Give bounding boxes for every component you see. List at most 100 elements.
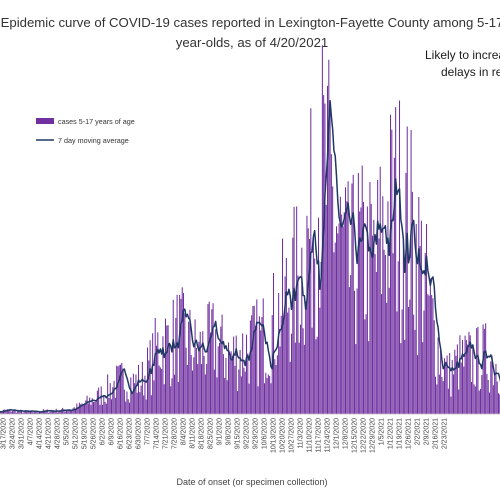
case-bar — [418, 196, 420, 414]
case-bar — [318, 217, 320, 414]
case-bar — [50, 410, 52, 414]
case-bar — [185, 347, 187, 414]
case-bar — [159, 367, 161, 414]
case-bar — [252, 306, 254, 414]
case-bar — [238, 369, 240, 414]
case-bar — [117, 366, 119, 414]
case-bar — [440, 349, 442, 414]
case-bar — [86, 395, 88, 414]
case-bar — [382, 196, 384, 414]
case-bar — [391, 129, 393, 414]
case-bar — [190, 355, 192, 414]
case-bar — [450, 396, 452, 414]
x-tick-label: 11/3/2020 — [298, 418, 305, 449]
case-bar — [351, 183, 353, 414]
case-bar — [49, 411, 51, 414]
x-tick-label: 1/12/2021 — [388, 418, 395, 449]
case-bar — [441, 376, 443, 414]
case-bar — [384, 255, 386, 414]
case-bar — [468, 331, 470, 414]
case-bar — [249, 320, 251, 414]
x-tick-label: 10/6/2020 — [262, 418, 269, 449]
case-bar — [319, 307, 321, 414]
case-bar — [233, 336, 235, 414]
case-bar — [64, 411, 66, 414]
case-bar — [301, 247, 303, 414]
case-bar — [21, 410, 23, 414]
case-bar — [464, 335, 466, 414]
case-bar — [390, 114, 392, 414]
case-bar — [476, 328, 478, 414]
case-bar — [343, 212, 345, 414]
case-bar — [356, 288, 358, 414]
case-bar — [347, 181, 349, 414]
case-bar — [275, 364, 277, 414]
case-bar — [35, 410, 37, 414]
case-bar — [216, 377, 218, 414]
case-bar — [419, 246, 421, 414]
case-bar — [414, 329, 416, 414]
x-tick-label: 4/28/2020 — [55, 418, 62, 449]
case-bar — [157, 332, 159, 414]
case-bar — [456, 344, 458, 414]
case-bar — [100, 386, 102, 414]
case-bar — [373, 219, 375, 414]
case-bar — [225, 357, 227, 414]
case-bar — [451, 360, 453, 414]
case-bar — [348, 287, 350, 414]
x-tick-label: 9/29/2020 — [253, 418, 260, 449]
case-bar — [204, 374, 206, 414]
case-bar — [408, 306, 410, 414]
x-tick-label: 10/27/2020 — [289, 418, 296, 453]
case-bar — [320, 262, 322, 414]
x-tick-label: 3/31/2020 — [19, 418, 26, 449]
case-bar — [201, 364, 203, 414]
case-bar — [180, 298, 182, 414]
case-bar — [287, 312, 289, 414]
case-bar — [13, 409, 15, 414]
case-bar — [12, 411, 14, 414]
case-bar — [303, 344, 305, 414]
case-bar — [99, 404, 101, 414]
case-bar — [436, 384, 438, 414]
case-bar — [234, 365, 236, 414]
chart-legend: cases 5-17 years of age 7 day moving ave… — [36, 117, 135, 145]
case-bar — [406, 126, 408, 414]
case-bar — [33, 412, 35, 414]
x-axis-title: Date of onset (or specimen collection) — [176, 477, 327, 487]
x-tick-label: 9/1/2020 — [217, 418, 224, 445]
reporting-delay-annotation-line-2: delays in reporting — [441, 65, 500, 79]
case-bar — [31, 410, 33, 414]
case-bar — [480, 388, 482, 414]
case-bar — [432, 298, 434, 414]
case-bar — [18, 411, 20, 414]
case-bar — [300, 324, 302, 414]
x-tick-label: 12/22/2020 — [361, 418, 368, 453]
case-bar — [37, 412, 39, 414]
case-bar — [199, 331, 201, 414]
case-bar — [267, 374, 269, 414]
case-bar — [210, 332, 212, 414]
case-bar — [82, 404, 84, 414]
case-bar — [192, 370, 194, 414]
case-bar — [350, 275, 352, 414]
case-bar — [395, 107, 397, 414]
case-bar — [168, 345, 170, 414]
case-bar — [229, 353, 231, 414]
case-bar — [188, 321, 190, 414]
x-tick-label: 11/17/2020 — [316, 418, 323, 453]
case-bar — [240, 376, 242, 414]
x-tick-label: 2/16/2021 — [433, 418, 440, 449]
case-bar — [392, 253, 394, 414]
x-tick-label: 6/2/2020 — [100, 418, 107, 445]
case-bar — [63, 409, 65, 414]
case-bar — [489, 392, 491, 414]
case-bar — [58, 411, 60, 414]
case-bar — [463, 366, 465, 414]
x-tick-label: 3/17/2020 — [1, 418, 8, 449]
case-bar — [193, 357, 195, 414]
case-bar — [116, 365, 118, 414]
case-bar — [251, 315, 253, 414]
case-bar — [40, 411, 42, 414]
case-bar — [10, 411, 12, 414]
